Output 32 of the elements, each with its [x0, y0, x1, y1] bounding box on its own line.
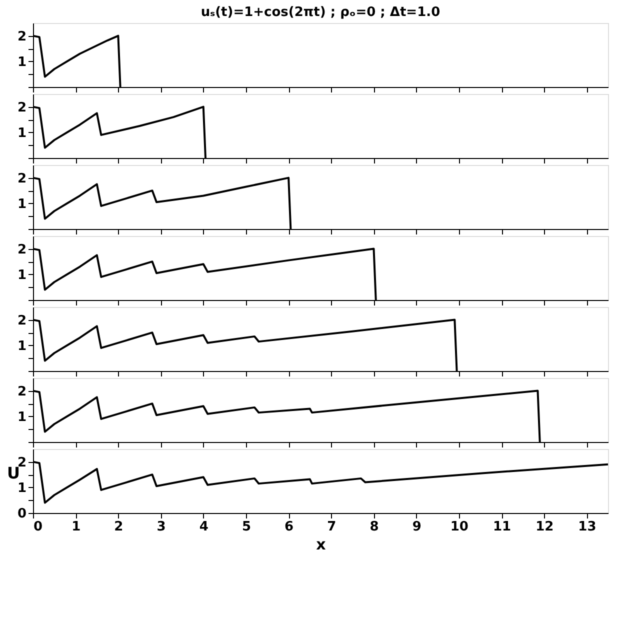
y-tick-label: 1	[17, 338, 26, 354]
y-tick-label: 1	[17, 410, 26, 425]
x-tick-label: 12	[536, 520, 554, 534]
y-tick-label: 2	[17, 171, 26, 186]
x-axis-title: x	[316, 536, 326, 554]
x-tick-label: 5	[242, 520, 251, 534]
y-tick-label: 2	[17, 384, 26, 400]
x-tick-label: 6	[284, 520, 294, 534]
x-tick-label: 2	[114, 520, 124, 534]
y-tick-label: 1	[17, 126, 26, 141]
y-tick-label: 1	[17, 480, 26, 496]
chart-title: uₛ(t)=1+cos(2πt) ; ρₒ=0 ; Δt=1.0	[200, 5, 440, 20]
y-tick-label: 2	[17, 313, 26, 328]
y-tick-label: 2	[17, 29, 26, 44]
x-tick-label: 7	[327, 520, 336, 534]
y-tick-label: 0	[17, 506, 26, 522]
x-tick-label: 0	[34, 520, 43, 534]
y-tick-label: 2	[17, 100, 26, 116]
y-tick-label: 1	[17, 196, 26, 212]
y-tick-label: 1	[17, 268, 26, 283]
x-tick-label: 8	[370, 520, 379, 534]
x-tick-label: 13	[578, 520, 596, 534]
x-tick-label: 9	[412, 520, 422, 534]
x-tick-label: 1	[72, 520, 81, 534]
y-tick-label: 2	[17, 455, 26, 470]
x-tick-label: 11	[492, 520, 512, 534]
x-tick-label: 4	[199, 520, 208, 534]
y-axis-title: U	[6, 464, 20, 482]
x-tick-label: 10	[450, 520, 468, 534]
x-tick-label: 3	[156, 520, 166, 534]
y-tick-label: 1	[17, 54, 26, 70]
y-tick-label: 2	[17, 242, 26, 258]
